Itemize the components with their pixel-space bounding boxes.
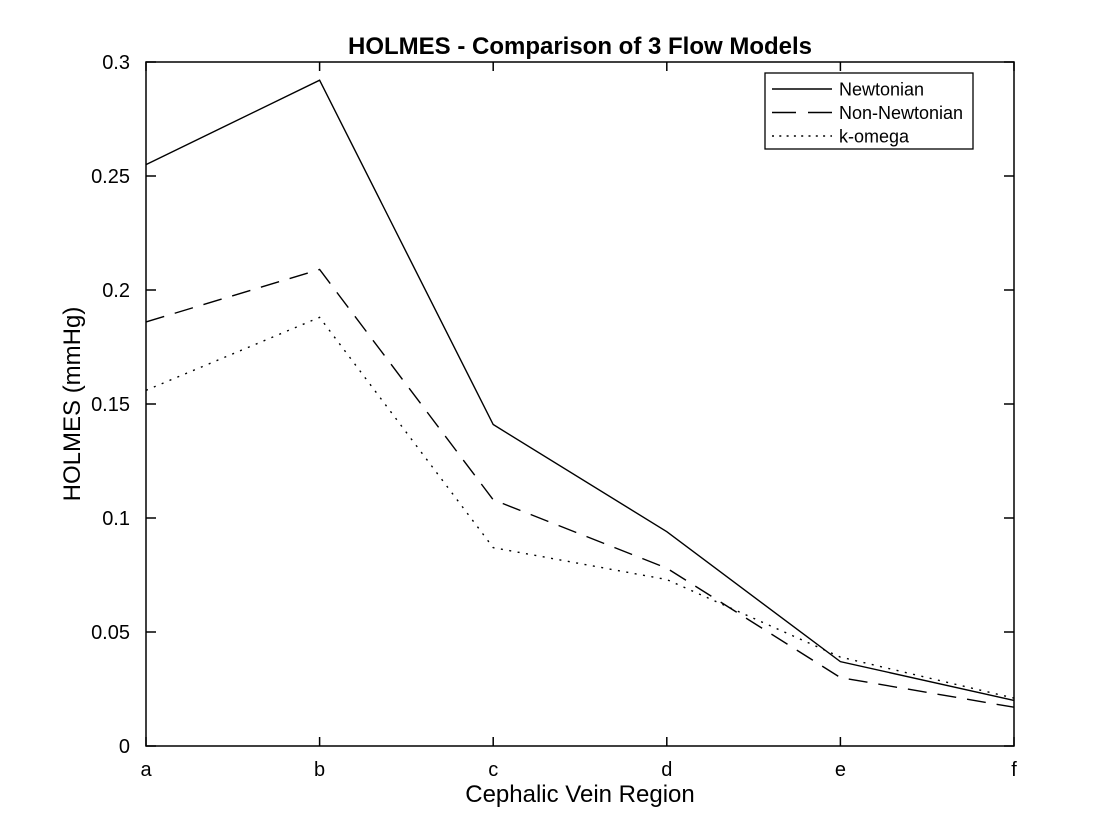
legend-label-newtonian: Newtonian <box>839 80 924 100</box>
x-tick-label: f <box>1011 759 1017 781</box>
x-tick-label: a <box>140 759 152 781</box>
legend: Newtonian Non-Newtonian k-omega <box>764 72 974 150</box>
x-tick-label: d <box>661 759 672 781</box>
y-tick-label: 0.2 <box>102 280 130 302</box>
x-tick-label: b <box>314 759 325 781</box>
y-axis-label: HOLMES (mmHg) <box>59 307 86 502</box>
y-tick-label: 0.3 <box>102 52 130 74</box>
x-tick-label: c <box>488 759 498 781</box>
x-tick-label: e <box>835 759 846 781</box>
y-tick-label: 0.25 <box>91 166 130 188</box>
legend-label-non-newtonian: Non-Newtonian <box>839 103 963 123</box>
series-line-newtonian <box>145 79 1015 702</box>
chart-title: HOLMES - Comparison of 3 Flow Models <box>348 33 812 60</box>
y-tick-label: 0 <box>119 736 130 758</box>
y-tick-label: 0.05 <box>91 622 130 644</box>
y-tick-label: 0.1 <box>102 508 130 530</box>
plot-area <box>145 61 1015 747</box>
legend-box <box>764 72 974 150</box>
plot-layer: a b c d e f 0 0.05 0.1 0.15 0.2 0.25 0.3 <box>91 52 1017 781</box>
series-line-non-newtonian <box>145 268 1015 708</box>
x-axis-label: Cephalic Vein Region <box>465 781 695 808</box>
legend-label-k-omega: k-omega <box>839 127 910 147</box>
y-tick-label: 0.15 <box>91 394 130 416</box>
series-line-k-omega <box>145 316 1015 699</box>
